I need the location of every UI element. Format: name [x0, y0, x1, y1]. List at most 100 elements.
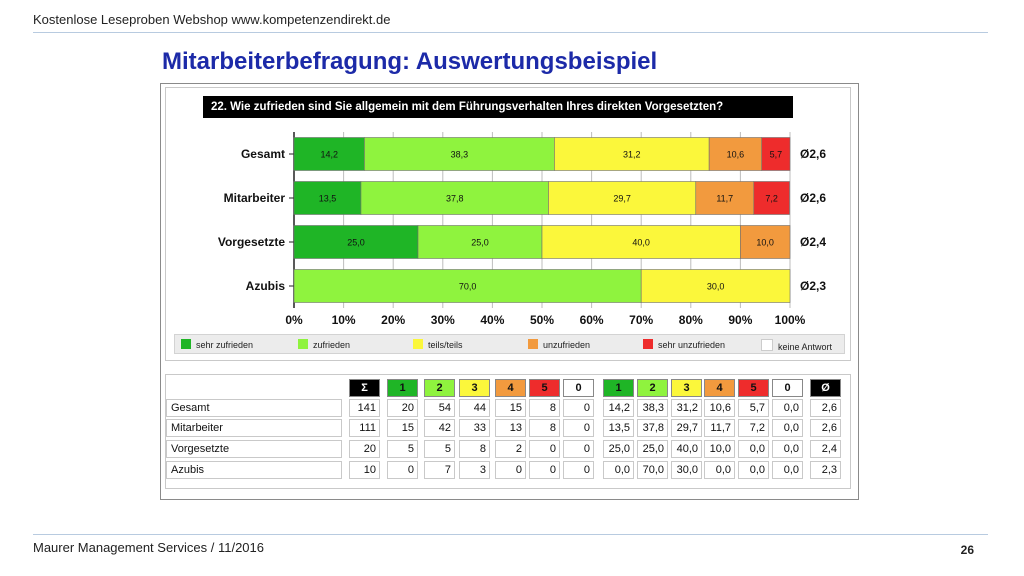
table-cell: 2	[495, 440, 526, 458]
bar-segment	[640, 269, 791, 303]
table-cell: 38,3	[637, 399, 668, 417]
bar-segment	[293, 137, 365, 171]
table-cell: 15	[387, 419, 418, 437]
table-row-label: Vorgesetzte	[166, 440, 342, 458]
x-tick-label: 20%	[381, 313, 405, 327]
data-label: 5,7	[770, 150, 783, 160]
table-cell: 20	[387, 399, 418, 417]
average-label: Ø2,6	[800, 147, 826, 161]
table-row-label: Azubis	[166, 461, 342, 479]
table-header-cell: 0	[772, 379, 803, 397]
table-header-cell: 4	[495, 379, 526, 397]
table-cell: 13	[495, 419, 526, 437]
bar-segment	[293, 269, 642, 303]
table-row-label: Mitarbeiter	[166, 419, 342, 437]
table-cell: 25,0	[637, 440, 668, 458]
bar-segment	[293, 181, 362, 215]
table-cell: 42	[424, 419, 455, 437]
table-cell: 0,0	[738, 461, 769, 479]
table-cell: 0	[563, 440, 594, 458]
data-label: 25,0	[471, 238, 489, 248]
bar-segment	[548, 181, 697, 215]
legend-label: sehr unzufrieden	[658, 340, 726, 350]
table-cell: 0	[563, 399, 594, 417]
table-cell: 25,0	[603, 440, 634, 458]
table-header-cell: Σ	[349, 379, 380, 397]
table-cell: 111	[349, 419, 380, 437]
x-tick-label: 90%	[728, 313, 752, 327]
table-header-cell: 3	[671, 379, 702, 397]
table-cell: 20	[349, 440, 380, 458]
page-number: 26	[960, 543, 974, 557]
x-tick-label: 40%	[480, 313, 504, 327]
table-cell: 44	[459, 399, 490, 417]
average-label: Ø2,4	[800, 235, 826, 249]
bar-segment	[695, 181, 755, 215]
table-cell: 5	[424, 440, 455, 458]
bar-segment	[708, 137, 763, 171]
x-tick-label: 70%	[629, 313, 653, 327]
table-row-label: Gesamt	[166, 399, 342, 417]
x-tick-label: 50%	[530, 313, 554, 327]
table-cell: 2,4	[810, 440, 841, 458]
legend-label: zufrieden	[313, 340, 351, 350]
table-header-cell: 2	[424, 379, 455, 397]
table-cell: 0,0	[772, 399, 803, 417]
legend-swatch	[413, 339, 423, 349]
bar-segment	[554, 137, 710, 171]
table-cell: 31,2	[671, 399, 702, 417]
table-cell: 10,0	[704, 440, 735, 458]
data-label: 10,0	[756, 238, 774, 248]
table-cell: 0,0	[603, 461, 634, 479]
page-title: Mitarbeiterbefragung: Auswertungsbeispie…	[162, 48, 658, 75]
chart-legend: sehr zufrieden zufrieden teils/teils unzufr…	[174, 334, 845, 354]
data-label: 11,7	[716, 194, 733, 204]
category-label: Mitarbeiter	[224, 191, 286, 205]
table-header-cell: 4	[704, 379, 735, 397]
table-cell: 54	[424, 399, 455, 417]
table-cell: 2,3	[810, 461, 841, 479]
table-cell: 2,6	[810, 399, 841, 417]
table-cell: 3	[459, 461, 490, 479]
table-cell: 0	[387, 461, 418, 479]
bar-segment	[417, 225, 543, 259]
data-label: 37,8	[446, 194, 464, 204]
table-cell: 2,6	[810, 419, 841, 437]
data-label: 14,2	[320, 150, 338, 160]
table-header-cell: 5	[738, 379, 769, 397]
table-cell: 7,2	[738, 419, 769, 437]
top-header-text: Kostenlose Leseproben Webshop www.kompet…	[33, 12, 391, 27]
table-panel	[165, 374, 851, 489]
table-cell: 0	[563, 419, 594, 437]
x-tick-label: 30%	[431, 313, 455, 327]
legend-label: sehr zufrieden	[196, 340, 254, 350]
table-cell: 141	[349, 399, 380, 417]
bar-segment	[740, 225, 791, 259]
bar-segment	[360, 181, 549, 215]
data-label: 25,0	[347, 238, 365, 248]
table-header-cell: 3	[459, 379, 490, 397]
table-cell: 37,8	[637, 419, 668, 437]
table-header-cell: 2	[637, 379, 668, 397]
legend-swatch	[298, 339, 308, 349]
legend-label: keine Antwort	[778, 342, 833, 352]
table-cell: 14,2	[603, 399, 634, 417]
table-cell: 0	[563, 461, 594, 479]
data-label: 30,0	[707, 282, 725, 292]
table-cell: 5	[387, 440, 418, 458]
table-cell: 40,0	[671, 440, 702, 458]
data-label: 38,3	[451, 150, 469, 160]
table-cell: 13,5	[603, 419, 634, 437]
category-label: Gesamt	[241, 147, 285, 161]
legend-swatch	[181, 339, 191, 349]
data-label: 13,5	[319, 194, 337, 204]
legend-item: teils/teils	[413, 339, 463, 351]
table-cell: 0,0	[772, 419, 803, 437]
average-label: Ø2,3	[800, 279, 826, 293]
table-cell: 0	[529, 440, 560, 458]
table-cell: 0	[495, 461, 526, 479]
legend-item: keine Antwort	[761, 339, 833, 352]
table-cell: 10	[349, 461, 380, 479]
table-cell: 8	[459, 440, 490, 458]
header-divider	[33, 32, 988, 33]
